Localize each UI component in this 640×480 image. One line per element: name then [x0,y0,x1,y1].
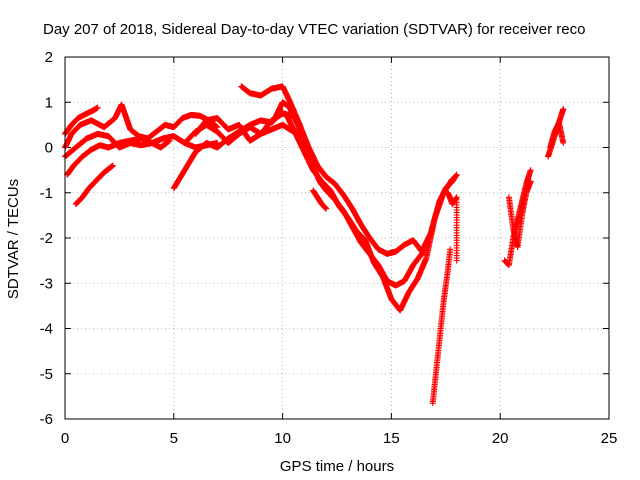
y-tick-label: 1 [45,94,53,111]
data-point [166,137,173,144]
series-track-2 [62,101,221,151]
x-tick-label: 20 [492,430,509,447]
x-tick-label: 10 [274,430,291,447]
y-axis-label: SDTVAR / TECUs [5,179,22,299]
y-tick-label: -3 [40,275,53,292]
x-tick-label: 0 [61,430,69,447]
data-point [109,162,116,169]
y-tick-label: 2 [45,49,53,66]
y-tick-labels: -6 -5 -4 -3 -2 -1 0 1 2 [40,49,53,428]
x-tick-labels: 0 5 10 15 20 25 [61,430,618,447]
y-tick-label: 0 [45,140,53,157]
data-marks [62,83,567,407]
data-point [94,104,101,111]
y-tick-label: -6 [40,411,53,428]
x-tick-label: 5 [170,430,178,447]
series-track-4 [64,135,173,178]
y-tick-label: -4 [40,321,53,338]
series-track-1 [62,104,101,137]
series-track-5 [72,162,116,208]
grid-lines [65,57,609,419]
series-track-8 [192,115,297,144]
y-tick-label: -2 [40,230,53,247]
x-axis-label: GPS time / hours [280,458,394,475]
y-tick-label: -1 [40,185,53,202]
x-tick-label: 15 [383,430,400,447]
x-tick-label: 25 [601,430,618,447]
chart-title: Day 207 of 2018, Sidereal Day-to-day VTE… [43,21,585,38]
y-tick-label: -5 [40,366,53,383]
